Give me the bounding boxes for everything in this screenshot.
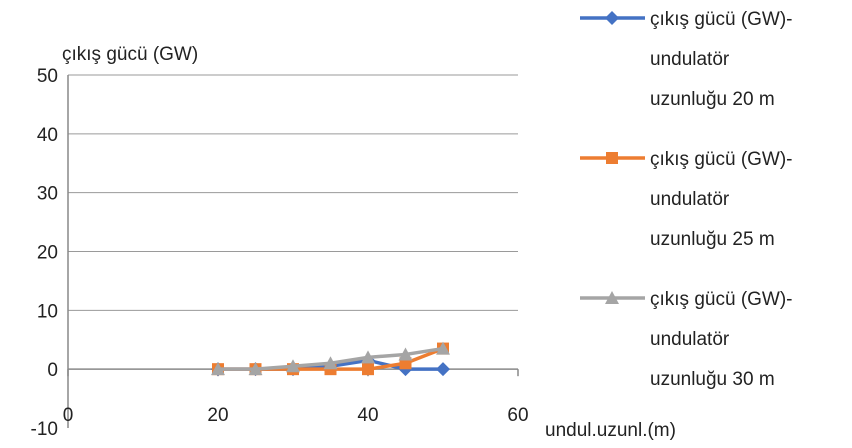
data-point [398,347,413,361]
x-tick-labels: 0 20 40 60 [63,405,529,426]
x-tick-label: 60 [507,405,528,426]
data-point [361,350,375,364]
x-axis-title: undul.uzunl.(m) [545,420,676,441]
data-point [436,362,450,377]
data-point [605,291,619,304]
x-tick-label: 20 [207,405,228,426]
legend-label: uzunluğu 25 m [650,229,775,250]
y-tick-label: 40 [37,125,58,146]
y-tick-labels: 50 40 30 20 10 0 -10 [31,66,58,440]
series-3 [211,341,450,376]
y-tick-label: 30 [37,184,58,205]
legend-label: undulatör [650,189,730,210]
legend-label: çıkış gücü (GW)- [650,9,793,30]
data-point [286,359,300,373]
data-point [605,11,619,25]
y-tick-label: 10 [37,301,58,322]
legend-label: çıkış gücü (GW)- [650,289,793,310]
legend-entry: çıkış gücü (GW)- undulatör uzunluğu 30 m [580,289,793,390]
legend-label: uzunluğu 30 m [650,369,775,390]
legend-entry: çıkış gücü (GW)- undulatör uzunluğu 25 m [580,149,793,250]
y-tick-label: -10 [31,419,58,440]
y-tick-label: 50 [37,66,58,87]
y-tick-label: 20 [37,243,58,264]
x-tick-label: 0 [63,405,74,426]
data-point [248,362,263,376]
data-point [323,356,338,370]
x-tick-label: 40 [357,405,378,426]
legend-entry: çıkış gücü (GW)- undulatör uzunluğu 20 m [580,9,793,110]
y-tick-label: 0 [47,360,58,381]
legend-label: uzunluğu 20 m [650,89,775,110]
legend-label: undulatör [650,329,730,350]
legend-label: undulatör [650,49,730,70]
series-plot-area [211,341,450,377]
data-point [436,341,450,355]
data-point [362,363,374,376]
y-axis-title: çıkış gücü (GW) [62,44,198,65]
data-point [211,362,225,376]
grid-lines [68,74,518,311]
legend-label: çıkış gücü (GW)- [650,149,793,170]
data-point [606,152,618,164]
